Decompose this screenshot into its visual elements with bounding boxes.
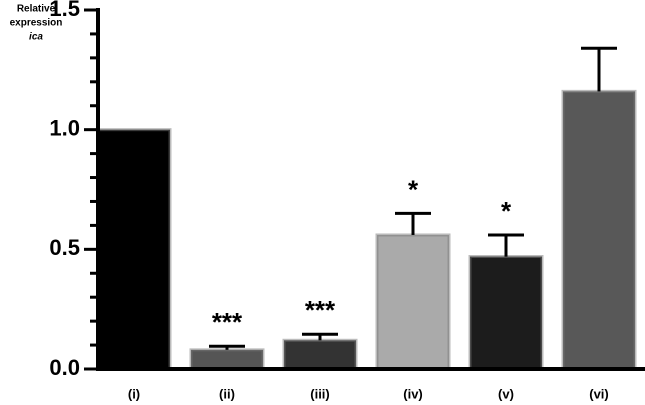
bar: [189, 348, 265, 371]
error-bar: [488, 233, 524, 257]
bar: [561, 89, 637, 371]
bar: [282, 338, 358, 371]
y-tick-label: 0.5: [49, 235, 80, 260]
error-bar: [209, 344, 245, 350]
y-axis-label: Relative: [17, 4, 56, 15]
y-tick-label: 1.0: [49, 115, 80, 140]
bar: [96, 128, 172, 371]
x-tick-label: (iii): [310, 386, 330, 401]
error-bar: [395, 211, 431, 235]
significance-label: ***: [212, 307, 243, 337]
bar: [375, 233, 451, 371]
y-axis-label: ica: [29, 32, 43, 43]
y-axis-label: expression: [10, 18, 63, 29]
significance-label: *: [408, 174, 419, 204]
significance-label: ***: [305, 295, 336, 325]
y-tick-label: 0.0: [49, 355, 80, 380]
x-tick-label: (vi): [589, 386, 609, 401]
significance-label: *: [501, 196, 512, 226]
error-bar: [302, 332, 338, 341]
x-tick-label: (i): [128, 386, 140, 401]
x-tick-label: (ii): [219, 386, 235, 401]
error-bar: [581, 46, 617, 92]
y-tick-label: 1.5: [49, 0, 80, 21]
bar: [468, 255, 544, 371]
x-tick-label: (v): [498, 386, 514, 401]
x-tick-label: (iv): [403, 386, 423, 401]
